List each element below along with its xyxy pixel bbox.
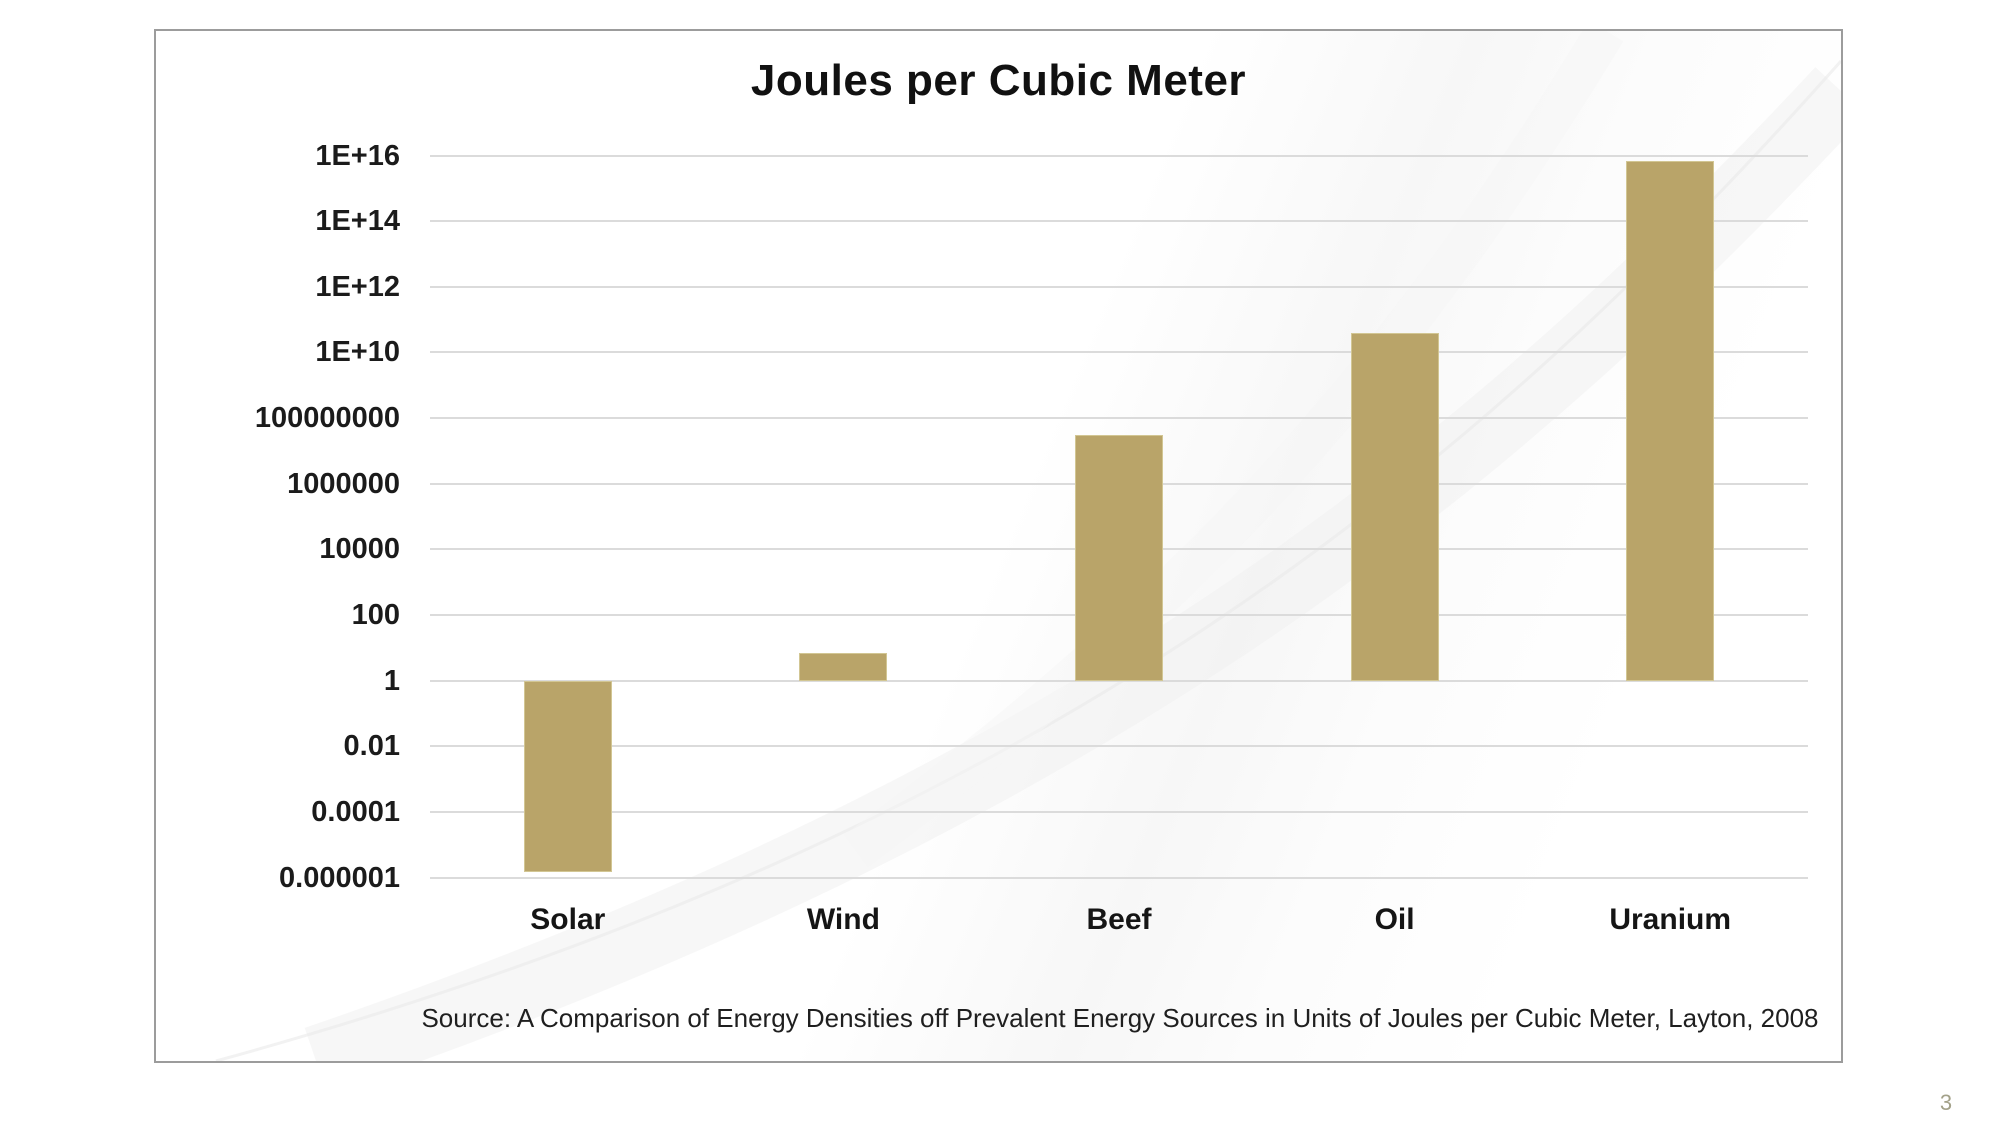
y-axis-tick-label: 100 [351,598,400,631]
y-axis-tick-label: 0.01 [343,730,400,763]
bar-wind [799,652,888,681]
y-axis-tick-label: 1E+12 [315,270,400,303]
gridline [430,154,1808,157]
y-axis-tick-label: 10000 [319,533,400,566]
y-axis-tick-label: 100000000 [254,402,400,435]
gridline [430,220,1808,223]
category-label-oil: Oil [1374,903,1415,936]
category-label-solar: Solar [530,903,606,936]
gridline [430,285,1808,288]
gridline [430,745,1808,748]
y-axis-tick-label: 0.000001 [279,861,400,894]
gridline [430,351,1808,354]
y-axis-tick-label: 0.0001 [311,795,400,828]
bar-oil [1350,332,1439,681]
y-axis-tick-label: 1000000 [287,467,400,500]
category-label-wind: Wind [806,903,880,936]
gridline [430,679,1808,682]
slide-page-number: 3 [1939,1090,1953,1115]
gridline [430,876,1808,879]
category-label-uranium: Uranium [1609,903,1732,936]
bar-uranium [1626,160,1715,681]
gridline [430,810,1808,813]
bar-solar [523,680,612,872]
category-label-beef: Beef [1086,903,1152,936]
chart-title: Joules per Cubic Meter [750,56,1247,105]
gridline [430,417,1808,420]
y-axis-tick-label: 1 [383,664,400,697]
y-axis-tick-label: 1E+10 [315,336,400,369]
y-axis-tick-label: 1E+14 [315,205,400,238]
bar-beef [1075,435,1163,681]
y-axis-tick-label: 1E+16 [315,139,400,172]
source-citation: Source: A Comparison of Energy Densities… [421,1003,1819,1033]
